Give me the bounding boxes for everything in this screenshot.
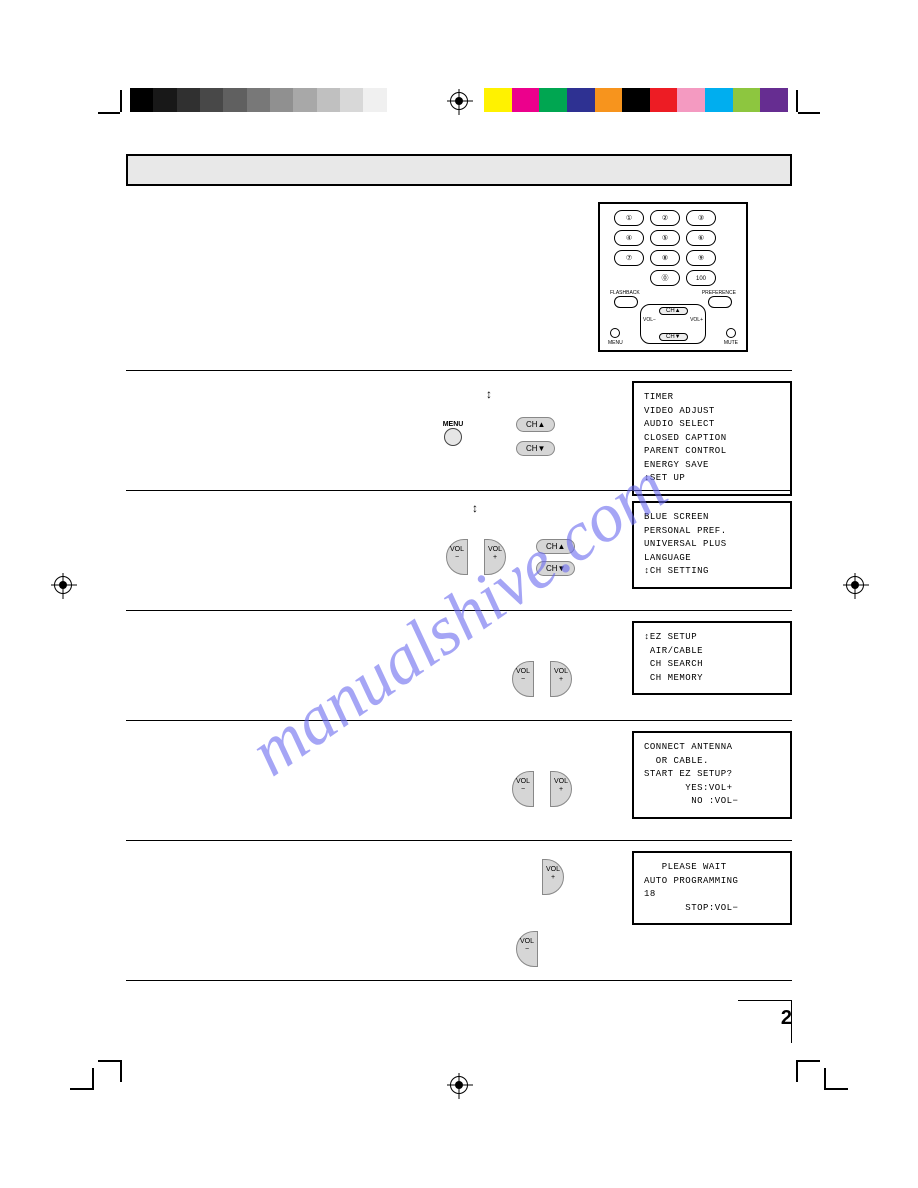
flashback-button xyxy=(614,296,638,308)
keypad-0: ⓪ xyxy=(650,270,680,286)
mute-label: MUTE xyxy=(724,340,738,346)
ch-dn-button: CH▼ xyxy=(659,333,688,341)
keypad-100: 100 xyxy=(686,270,716,286)
osd-screen-2: BLUE SCREENPERSONAL PREF.UNIVERSAL PLUSL… xyxy=(632,501,792,589)
step-1: ↕ MENU CH▲ CH▼ TIMERVIDEO ADJUSTAUDIO SE… xyxy=(126,370,792,490)
keypad-2: ② xyxy=(650,210,680,226)
menu-button-icon xyxy=(444,428,462,446)
color-bar xyxy=(484,88,788,112)
ch-dn-pill: CH▼ xyxy=(516,441,555,456)
vol-plus-button: VOL+ xyxy=(550,661,572,697)
keypad-5: ⑤ xyxy=(650,230,680,246)
keypad-3: ③ xyxy=(686,210,716,226)
step-4: VOL− VOL+ CONNECT ANTENNA OR CABLE.START… xyxy=(126,720,792,840)
ch-up-pill: CH▲ xyxy=(516,417,555,432)
vol-minus-button: VOL− xyxy=(516,931,538,967)
osd-screen-1: TIMERVIDEO ADJUSTAUDIO SELECTCLOSED CAPT… xyxy=(632,381,792,496)
registration-mark-top xyxy=(450,92,468,110)
page-number: 2 xyxy=(738,1000,792,1030)
vol-plus-button: VOL+ xyxy=(550,771,572,807)
step-5: VOL+ VOL− PLEASE WAITAUTO PROGRAMMING18 … xyxy=(126,840,792,980)
gray-ramp xyxy=(130,88,410,112)
vol-minus-button: VOL− xyxy=(446,539,468,575)
updown-icon: ↕ xyxy=(486,387,492,401)
vol-up-label: VOL+ xyxy=(690,317,703,323)
keypad-8: ⑧ xyxy=(650,250,680,266)
osd-screen-5: PLEASE WAITAUTO PROGRAMMING18 STOP:VOL− xyxy=(632,851,792,925)
vol-minus-button: VOL− xyxy=(512,661,534,697)
osd-screen-4: CONNECT ANTENNA OR CABLE.START EZ SETUP?… xyxy=(632,731,792,819)
nav-pad: CH▲ CH▼ VOL− VOL+ xyxy=(640,304,706,344)
remote-illustration: ①②③ ④⑤⑥ ⑦⑧⑨ ⓪100 FLASHBACK PREFERENCE CH… xyxy=(598,202,748,352)
menu-label: MENU xyxy=(436,421,470,428)
menu-button xyxy=(610,328,620,338)
registration-mark-right xyxy=(846,576,864,594)
menu-label: MENU xyxy=(608,340,623,346)
updown-icon: ↕ xyxy=(472,501,478,515)
mute-button xyxy=(726,328,736,338)
vol-plus-button: VOL+ xyxy=(484,539,506,575)
ch-up-pill: CH▲ xyxy=(536,539,575,554)
registration-mark-left xyxy=(54,576,72,594)
ch-up-button: CH▲ xyxy=(659,307,688,315)
preference-button xyxy=(708,296,732,308)
ch-dn-pill: CH▼ xyxy=(536,561,575,576)
keypad-4: ④ xyxy=(614,230,644,246)
keypad-7: ⑦ xyxy=(614,250,644,266)
step-3: VOL− VOL+ ↕EZ SETUP AIR/CABLE CH SEARCH … xyxy=(126,610,792,720)
osd-screen-3: ↕EZ SETUP AIR/CABLE CH SEARCH CH MEMORY xyxy=(632,621,792,695)
keypad-6: ⑥ xyxy=(686,230,716,246)
vol-plus-button: VOL+ xyxy=(542,859,564,895)
keypad-1: ① xyxy=(614,210,644,226)
title-bar xyxy=(126,154,792,186)
step-2: ↕ VOL− VOL+ CH▲ CH▼ BLUE SCREENPERSONAL … xyxy=(126,490,792,610)
registration-mark-bottom xyxy=(450,1076,468,1094)
vol-dn-label: VOL− xyxy=(643,317,656,323)
keypad-9: ⑨ xyxy=(686,250,716,266)
vol-minus-button: VOL− xyxy=(512,771,534,807)
